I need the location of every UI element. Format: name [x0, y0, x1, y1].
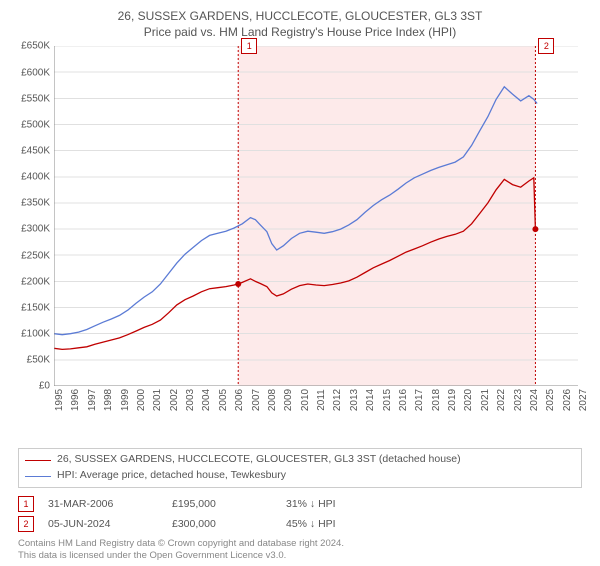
legend-label: HPI: Average price, detached house, Tewk… — [57, 468, 286, 484]
chart-area: £0 £50K £100K £150K £200K £250K £300K £350K £400… — [12, 46, 588, 414]
x-tick-label: 2007 — [251, 389, 262, 411]
x-tick-label: 2006 — [234, 389, 245, 411]
credit: Contains HM Land Registry data © Crown c… — [18, 538, 582, 562]
x-tick-label: 2008 — [267, 389, 278, 411]
y-tick-label: £350K — [21, 198, 54, 209]
legend-row: HPI: Average price, detached house, Tewk… — [25, 468, 575, 484]
x-tick-label: 1997 — [87, 389, 98, 411]
sales-table-row: 2 05-JUN-2024 £300,000 45% ↓ HPI — [18, 514, 582, 534]
legend-row: 26, SUSSEX GARDENS, HUCCLECOTE, GLOUCEST… — [25, 452, 575, 468]
sales-table: 1 31-MAR-2006 £195,000 31% ↓ HPI 2 05-JUN-202… — [18, 494, 582, 534]
x-tick-label: 2026 — [562, 389, 573, 411]
x-tick-label: 1998 — [103, 389, 114, 411]
x-tick-label: 2009 — [283, 389, 294, 411]
credit-line-1: Contains HM Land Registry data © Crown c… — [18, 538, 582, 550]
legend: 26, SUSSEX GARDENS, HUCCLECOTE, GLOUCEST… — [18, 448, 582, 488]
x-tick-label: 2005 — [218, 389, 229, 411]
x-tick-label: 2016 — [398, 389, 409, 411]
x-tick-label: 2019 — [447, 389, 458, 411]
x-tick-label: 2025 — [545, 389, 556, 411]
y-tick-label: £650K — [21, 41, 54, 52]
x-tick-label: 2021 — [480, 389, 491, 411]
y-tick-label: £550K — [21, 93, 54, 104]
x-tick-label: 2022 — [496, 389, 507, 411]
x-tick-label: 2011 — [316, 390, 327, 412]
sale-delta: 31% ↓ HPI — [286, 498, 376, 510]
chart-svg — [54, 46, 578, 386]
sale-price: £300,000 — [172, 518, 272, 530]
x-tick-label: 2018 — [431, 389, 442, 411]
sale-delta: 45% ↓ HPI — [286, 518, 376, 530]
legend-swatch — [25, 460, 51, 461]
x-tick-label: 1996 — [70, 389, 81, 411]
y-tick-label: £50K — [27, 355, 54, 366]
x-tick-label: 2013 — [349, 389, 360, 411]
x-tick-label: 2020 — [463, 389, 474, 411]
title-line-2: Price paid vs. HM Land Registry's House … — [12, 24, 588, 40]
sales-table-row: 1 31-MAR-2006 £195,000 31% ↓ HPI — [18, 494, 582, 514]
x-tick-label: 2003 — [185, 389, 196, 411]
y-tick-label: £150K — [21, 302, 54, 313]
x-tick-label: 2000 — [136, 389, 147, 411]
y-tick-label: £600K — [21, 67, 54, 78]
sale-date: 31-MAR-2006 — [48, 498, 158, 510]
legend-swatch — [25, 476, 51, 477]
y-tick-label: £250K — [21, 250, 54, 261]
sale-marker-small: 2 — [18, 516, 34, 532]
x-tick-label: 2015 — [382, 389, 393, 411]
x-tick-label: 2002 — [169, 389, 180, 411]
x-tick-label: 2001 — [152, 389, 163, 411]
sale-price: £195,000 — [172, 498, 272, 510]
x-tick-label: 2004 — [201, 389, 212, 411]
y-tick-label: £450K — [21, 145, 54, 156]
sale-marker: 2 — [538, 38, 554, 54]
title-line-1: 26, SUSSEX GARDENS, HUCCLECOTE, GLOUCEST… — [12, 8, 588, 24]
chart-title: 26, SUSSEX GARDENS, HUCCLECOTE, GLOUCEST… — [12, 8, 588, 40]
x-tick-label: 2014 — [365, 389, 376, 411]
x-tick-label: 2012 — [332, 389, 343, 411]
x-tick-label: 2017 — [414, 389, 425, 411]
x-tick-label: 2024 — [529, 389, 540, 411]
sale-marker: 1 — [241, 38, 257, 54]
plot: £0£50K£100K£150K£200K£250K£300K£350K£400… — [54, 46, 578, 386]
x-tick-label: 2023 — [513, 389, 524, 411]
y-tick-label: £200K — [21, 276, 54, 287]
y-tick-label: £400K — [21, 172, 54, 183]
x-tick-label: 1995 — [54, 389, 65, 411]
sale-date: 05-JUN-2024 — [48, 518, 158, 530]
x-tick-label: 1999 — [120, 389, 131, 411]
x-tick-label: 2027 — [578, 389, 589, 411]
y-tick-label: £100K — [21, 329, 54, 340]
sale-marker-small: 1 — [18, 496, 34, 512]
y-tick-label: £0 — [39, 381, 54, 392]
y-tick-label: £500K — [21, 119, 54, 130]
x-tick-label: 2010 — [300, 389, 311, 411]
legend-label: 26, SUSSEX GARDENS, HUCCLECOTE, GLOUCEST… — [57, 452, 461, 468]
y-tick-label: £300K — [21, 224, 54, 235]
